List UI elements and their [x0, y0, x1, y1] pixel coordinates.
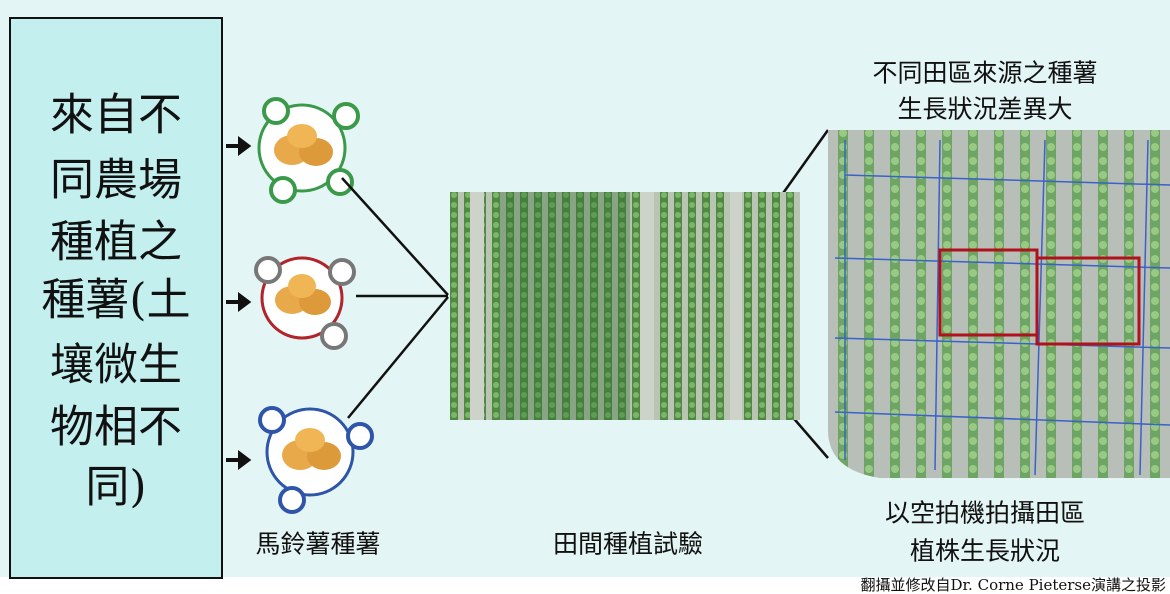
seed-groups [254, 97, 374, 514]
left-line: 種薯(土 [41, 275, 190, 326]
left-line: 壤微生 [50, 340, 182, 391]
left-box-text: 來自不 同農場 種植之 種薯(土 壤微生 物相不 同) [41, 90, 190, 513]
left-line: 同農場 [50, 155, 182, 206]
seed-potato-label: 馬鈴薯種薯 [255, 530, 380, 559]
left-line: 來自不 [50, 90, 182, 141]
drone-label: 植株生長狀況 [910, 537, 1060, 566]
seed-group-blue [258, 406, 374, 514]
seed-group-green [257, 97, 360, 204]
field-photo [450, 192, 800, 420]
left-line: 同) [85, 462, 146, 513]
left-line: 種植之 [50, 217, 182, 268]
arrows [226, 136, 252, 470]
caption: 翻攝並修改自Dr. Corne Pieterse演講之投影 [861, 576, 1167, 594]
left-box [9, 17, 223, 579]
difference-label: 生長狀況差異大 [897, 95, 1072, 124]
drone-photo [828, 130, 1170, 478]
difference-label: 不同田區來源之種薯 [872, 59, 1097, 88]
labels: 馬鈴薯種薯 田間種植試驗 不同田區來源之種薯 生長狀況差異大 以空拍機拍攝田區 … [255, 59, 1097, 566]
caption-strip [0, 577, 1170, 594]
left-line: 物相不 [50, 402, 182, 453]
drone-label: 以空拍機拍攝田區 [885, 499, 1085, 528]
seed-group-red [254, 256, 356, 350]
field-trial-label: 田間種植試驗 [553, 530, 703, 559]
